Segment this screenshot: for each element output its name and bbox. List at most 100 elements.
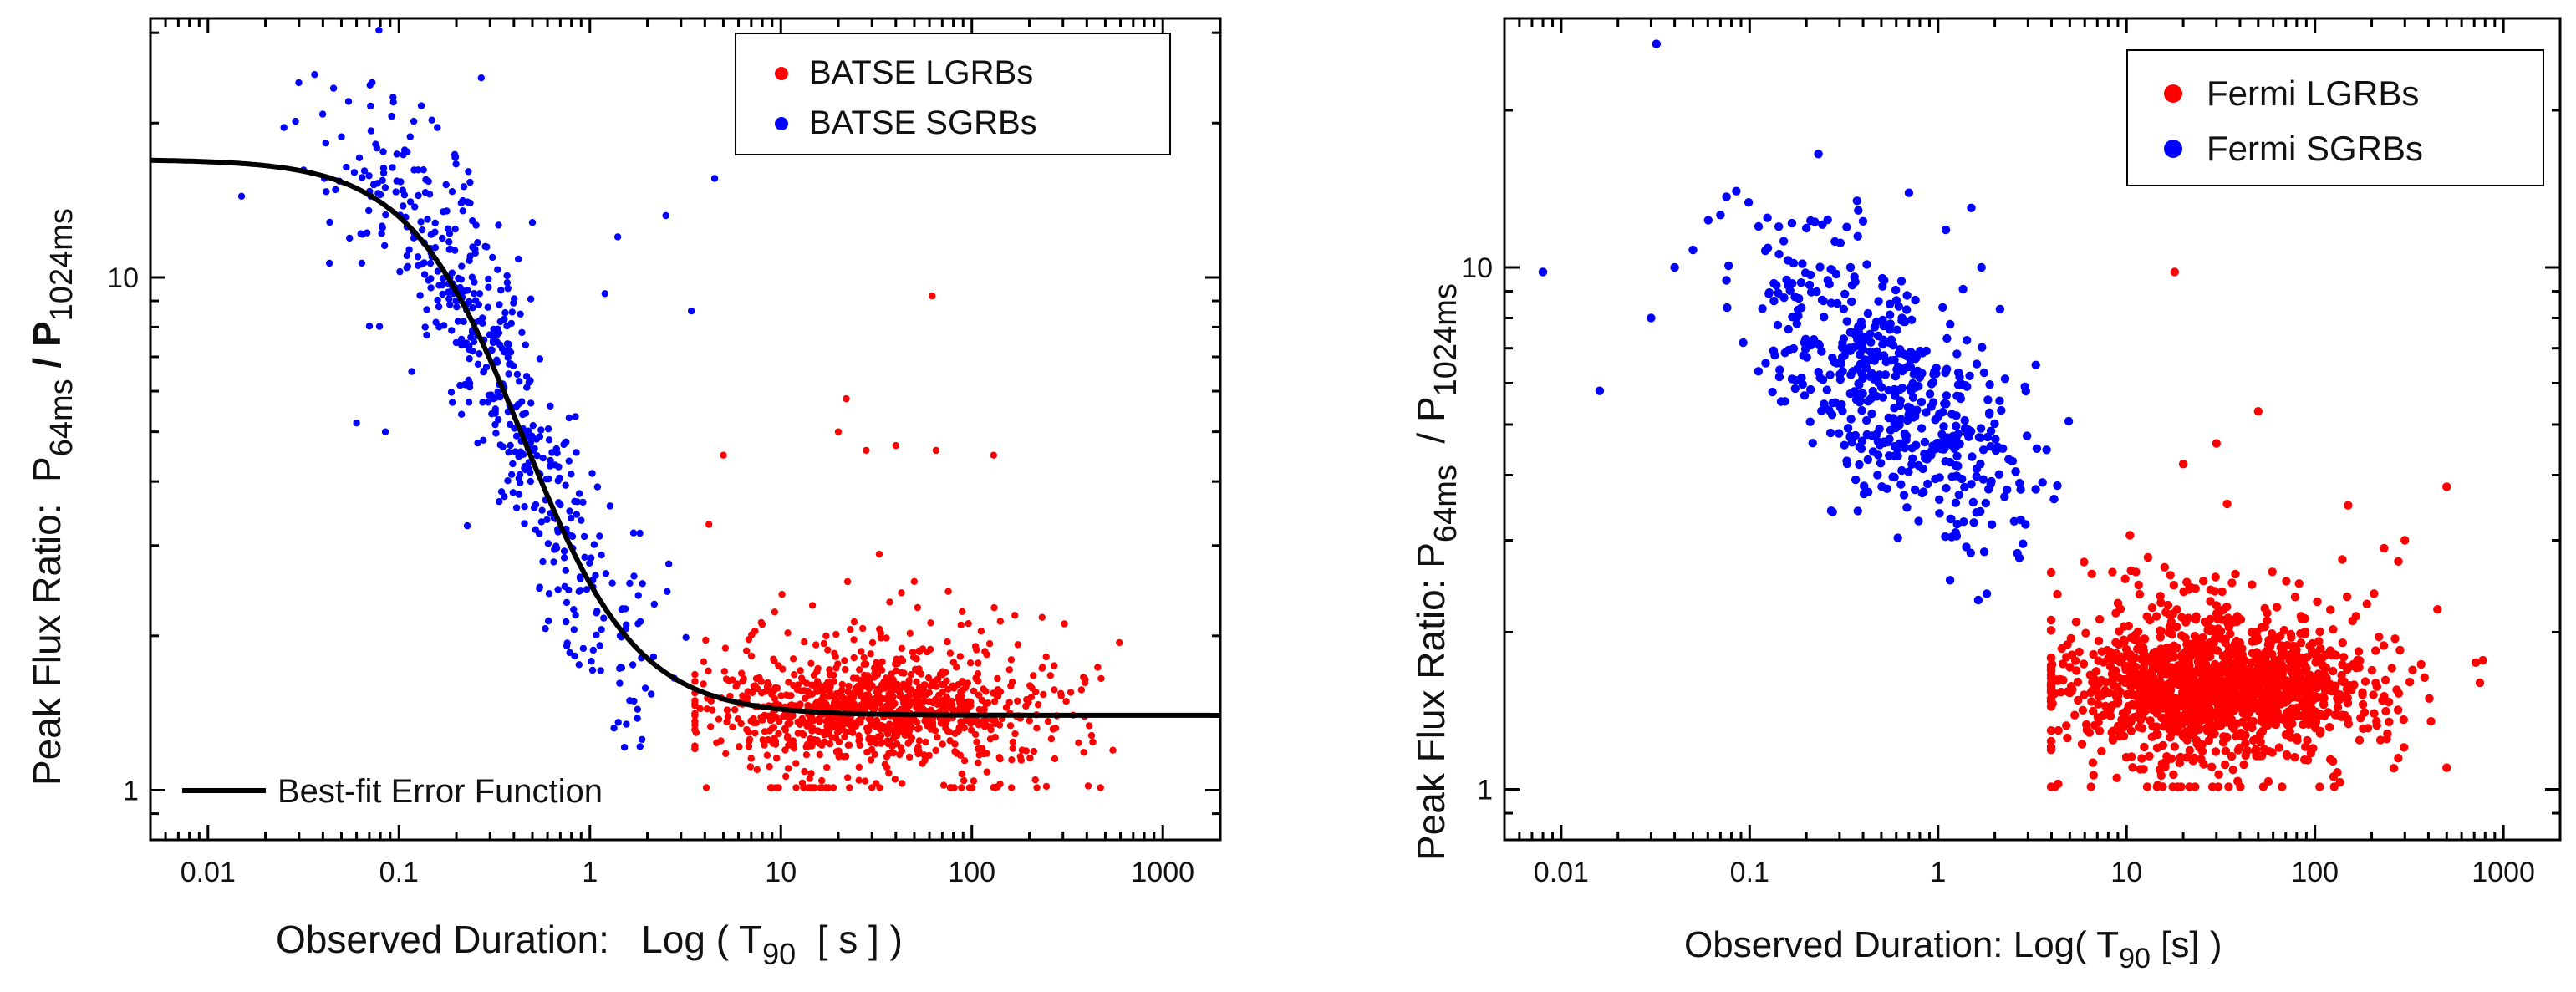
batse-tick-labels: 0.01 0.1 1 10 100 1000 1 10 (107, 262, 1194, 888)
batse-sgrb-point (379, 164, 388, 172)
fermi-lgrb-point (2334, 695, 2343, 705)
fermi-lgrb-point (2367, 665, 2377, 675)
batse-sgrb-point (494, 266, 501, 273)
batse-lgrb-point (792, 760, 800, 767)
fermi-sgrb-point (1972, 464, 1982, 474)
fermi-lgrb-point (2079, 659, 2089, 669)
batse-lgrb-point (863, 748, 871, 756)
fermi-lgrb-point (2094, 636, 2104, 646)
fermi-sgrb-point (1891, 285, 1901, 295)
batse-lgrb-point (829, 784, 837, 791)
fermi-lgrb-point (2243, 695, 2253, 705)
batse-lgrb-point (886, 598, 893, 606)
fermi-sgrb-point (1851, 475, 1861, 485)
batse-sgrb-point (474, 360, 482, 368)
fermi-lgrb-point (2408, 665, 2417, 674)
batse-lgrb-point (861, 683, 869, 690)
batse-lgrb-point (808, 681, 816, 689)
fermi-lgrb-point (2293, 703, 2302, 712)
fermi-lgrb-point (2268, 567, 2277, 577)
fermi-lgrb-point (2355, 663, 2364, 672)
batse-sgrb-point (517, 310, 524, 318)
batse-sgrb-point (590, 541, 598, 548)
fermi-sgrb-point (1937, 430, 1947, 439)
fermi-lgrb-point (2141, 700, 2151, 710)
batse-lgrb-point (691, 710, 699, 717)
fermi-y-axis-title: Peak Flux Ratio: P64ms / P1024ms (1409, 283, 1464, 861)
batse-sgrb-point (551, 461, 559, 469)
batse-sgrb-point (573, 449, 580, 456)
batse-lgrb-point (743, 647, 751, 654)
batse-sgrb-point (415, 191, 422, 200)
batse-lgrb-point (820, 639, 828, 648)
batse-sgrb-point (525, 379, 532, 386)
fermi-lgrb-point (2065, 663, 2075, 672)
batse-lgrb-point (914, 603, 922, 612)
fermi-lgrb-point (2240, 655, 2249, 665)
fermi-lgrb-point (2205, 626, 2214, 636)
batse-sgrb-point (588, 666, 597, 674)
fermi-lgrb-point (2260, 603, 2269, 613)
fermi-lgrb-point (2355, 735, 2365, 745)
batse-sgrb-point (630, 572, 638, 580)
batse-sgrb-point (472, 221, 480, 229)
fermi-lgrb-point (2187, 583, 2196, 593)
batse-lgrb-point (818, 698, 827, 705)
batse-sgrb-point (237, 192, 246, 200)
batse-lgrb-point (738, 669, 746, 677)
batse-lgrb-point (883, 634, 890, 642)
batse-lgrb-point (702, 784, 710, 791)
fermi-sgrb-point (1538, 267, 1548, 277)
fermi-lgrb-point (2118, 709, 2128, 718)
fermi-sgrb-point (1946, 319, 1955, 329)
batse-sgrb-point (488, 346, 496, 354)
batse-lgrb-point (946, 649, 955, 657)
fermi-lgrb-point (2131, 567, 2141, 577)
fermi-lgrb-point (2369, 690, 2378, 699)
batse-sgrb-point (521, 464, 528, 472)
batse-lgrb-point (932, 695, 939, 704)
batse-lgrb-point (898, 644, 906, 652)
batse-lgrb-point (742, 694, 751, 702)
batse-sgrb-point (445, 246, 453, 253)
fermi-lgrb-point (2202, 688, 2212, 697)
batse-lgrb-point (867, 756, 875, 764)
fermi-lgrb-point (2192, 708, 2202, 717)
fermi-sgrb-point (1886, 299, 1895, 308)
fermi-lgrb-point (2282, 750, 2292, 760)
batse-sgrb-point (369, 79, 376, 86)
fermi-lgrb-point (2264, 635, 2273, 645)
batse-sgrb-point (378, 230, 385, 237)
batse-lgrb-point (867, 650, 874, 658)
fermi-lgrb-point (2239, 760, 2248, 770)
batse-lgrb-point (1097, 674, 1105, 683)
batse-sgrb-point (538, 506, 546, 514)
fermi-sgrb-point (2049, 495, 2059, 504)
fermi-sgrb-point (1960, 424, 1970, 433)
fermi-lgrb-point (2215, 608, 2224, 617)
batse-lgrb-point (816, 740, 823, 747)
batse-lgrb-point (910, 577, 919, 585)
batse-lgrb-point (1005, 666, 1014, 674)
fermi-lgrb-point (2359, 724, 2368, 733)
batse-sgrb-point (503, 272, 511, 280)
batse-lgrb-point (860, 660, 868, 668)
batse-lgrb-point (884, 724, 893, 732)
batse-sgrb-point (353, 420, 360, 427)
batse-lgrb-point (943, 705, 950, 712)
fermi-sgrb-point (1867, 393, 1876, 403)
fermi-sgrb-point (1939, 422, 1948, 431)
fermi-plot-frame (1503, 17, 2562, 842)
batse-lgrb-point (842, 752, 850, 761)
fermi-lgrb-point (2278, 715, 2288, 725)
fermi-lgrb-point (2108, 735, 2118, 745)
fermi-sgrb-point (1739, 338, 1748, 348)
fermi-sgrb-point (1859, 489, 1869, 499)
batse-lgrb-point (826, 713, 833, 721)
fermi-lgrb-point (2358, 688, 2367, 697)
fermi-lgrb-point (2315, 627, 2324, 637)
fermi-sgrb-point (1907, 444, 1917, 453)
batse-sgrb-point (483, 243, 491, 251)
batse-sgrb-point (552, 544, 561, 552)
